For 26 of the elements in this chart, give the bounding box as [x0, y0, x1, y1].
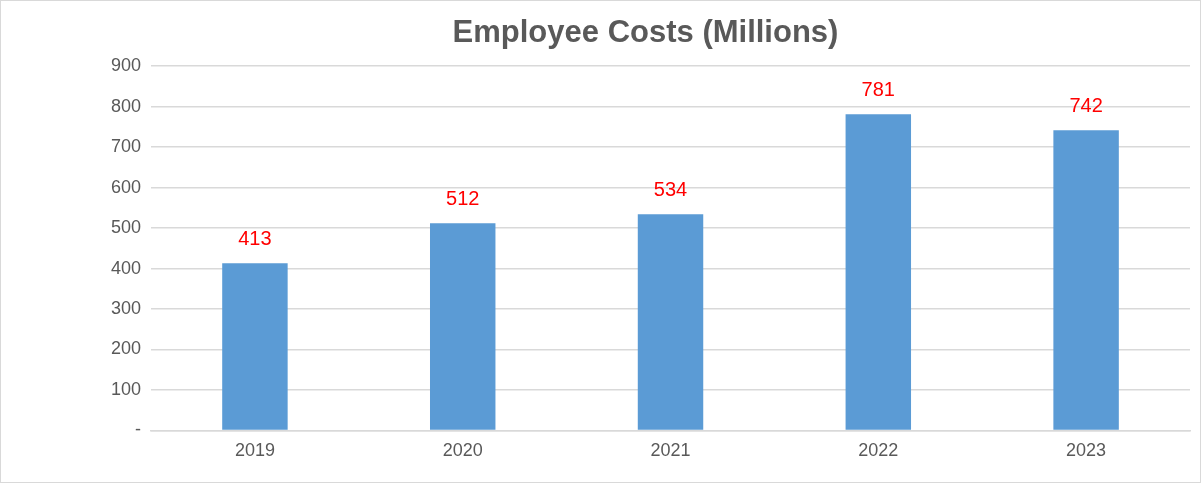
- y-tick-label: 700: [110, 136, 142, 157]
- bar: [430, 223, 496, 430]
- y-tick-label: -: [135, 419, 142, 440]
- y-tick-label: 400: [110, 257, 142, 278]
- data-label: 413: [238, 226, 272, 249]
- bar: [845, 114, 912, 430]
- bar: [637, 214, 704, 430]
- x-tick-label: 2021: [650, 440, 691, 461]
- data-label: 781: [861, 77, 895, 100]
- y-tick-label: 500: [110, 217, 142, 238]
- y-tick-label: 100: [110, 378, 142, 399]
- y-tick-label: 600: [110, 176, 142, 197]
- y-tick-label: 200: [110, 338, 142, 359]
- data-label: 742: [1069, 93, 1103, 116]
- x-tick-label: 2020: [442, 440, 483, 461]
- chart-title: Employee Costs (Millions): [452, 14, 839, 50]
- x-tick-label: 2019: [234, 440, 275, 461]
- data-label: 512: [446, 186, 480, 209]
- y-tick-label: 900: [110, 55, 142, 76]
- y-tick-label: 800: [110, 95, 142, 116]
- bar: [222, 263, 288, 430]
- x-tick-label: 2023: [1066, 440, 1107, 461]
- x-tick-label: 2022: [858, 440, 899, 461]
- bar: [1053, 130, 1119, 430]
- data-label: 534: [653, 177, 688, 200]
- y-tick-label: 300: [110, 297, 142, 318]
